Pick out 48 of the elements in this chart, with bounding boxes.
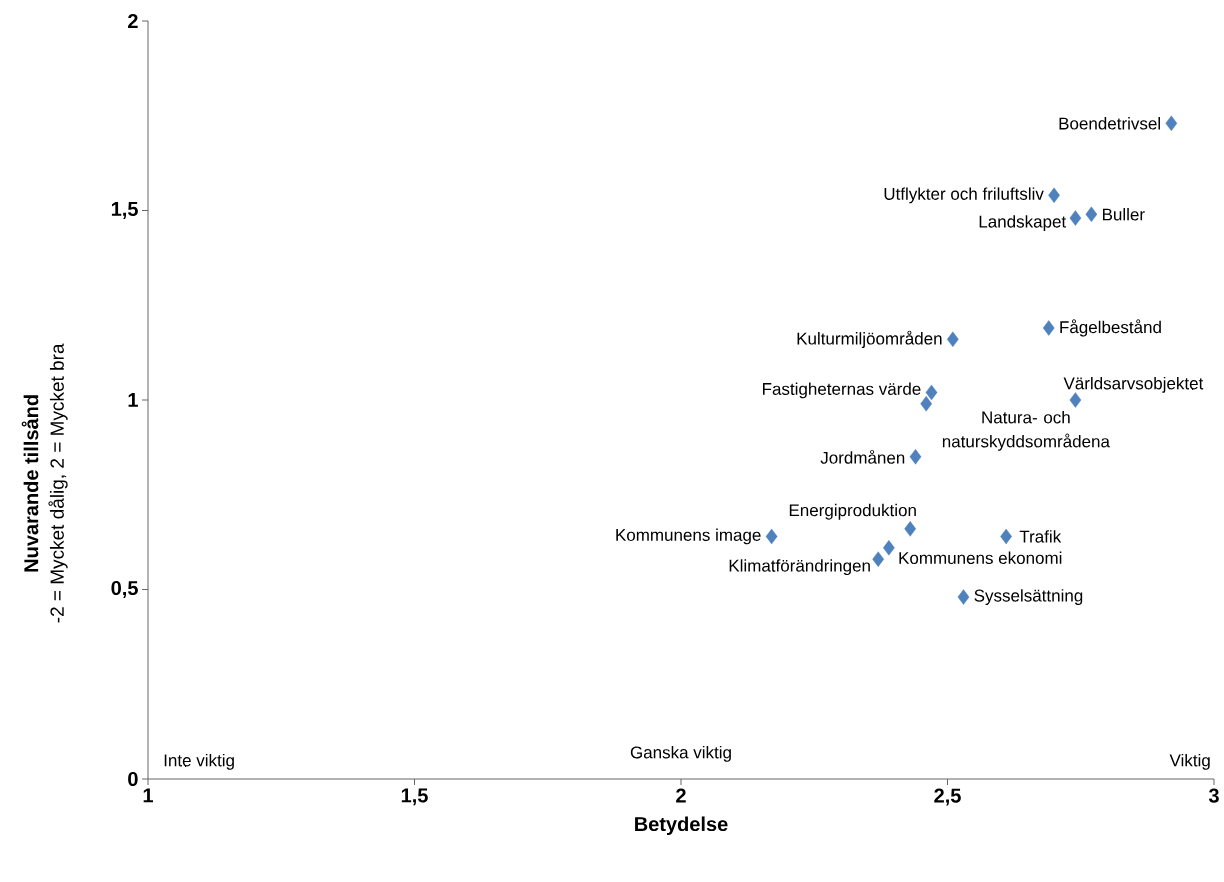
annotation: Buller — [1102, 208, 1145, 221]
annotation: Boendetrivsel — [1059, 117, 1160, 130]
y-axis-title: Nuvarande tillsånd — [21, 395, 39, 572]
annotation: Kommunens image — [616, 528, 761, 545]
point — [946, 331, 959, 348]
annotation: Fågelbestånd — [1060, 319, 1161, 337]
annotation: Viktig — [1169, 753, 1210, 770]
point — [1165, 115, 1178, 132]
text: -2 = Mycket dålig, 2 = Mycket bra — [48, 343, 68, 623]
point — [1069, 392, 1082, 408]
x-tick-label: 1 — [143, 788, 154, 803]
point — [883, 540, 895, 556]
y-tick-label: 0 — [128, 771, 138, 787]
point — [925, 384, 938, 401]
annotation: Kommunens ekonomi — [899, 551, 1062, 565]
x-tick-label: 2,5 — [934, 788, 961, 806]
x-axis-title: Betydelse — [635, 816, 728, 836]
y-tick-label: 0,5 — [111, 580, 138, 599]
point — [765, 528, 778, 545]
y-tick-label: 2 — [128, 14, 138, 28]
annotation: Inte viktig — [164, 753, 234, 770]
point — [1085, 206, 1098, 222]
annotation: Trafik — [1019, 530, 1062, 543]
x-tick-label: 2 — [676, 788, 686, 803]
annotation: Fastigheternas värde — [763, 382, 921, 399]
annotation: Natura- och naturskyddsområdena — [942, 410, 1110, 451]
annotation: Jordmånen — [820, 449, 905, 464]
point — [1042, 320, 1055, 336]
annotation: Landskapet — [979, 215, 1067, 231]
point — [1048, 187, 1060, 204]
y-tick-label: 1,5 — [111, 202, 138, 219]
point — [920, 396, 932, 412]
annotation: Sysselsättning — [974, 589, 1083, 605]
point — [1069, 210, 1082, 226]
annotation: Kulturmiljöområden — [797, 330, 942, 348]
y-tick-label: 1 — [128, 393, 138, 407]
x-tick-label: 3 — [1208, 788, 1219, 803]
x-tick-label: 1,5 — [401, 788, 428, 806]
point — [909, 449, 922, 465]
annotation: Utflykter och friluftsliv — [884, 187, 1044, 204]
point — [872, 551, 885, 567]
annotation: Klimatförändringen — [729, 559, 870, 576]
annotation: Världsarvsobjektet — [1063, 376, 1204, 393]
point — [957, 589, 970, 605]
point — [1000, 528, 1012, 545]
point — [904, 521, 917, 537]
annotation: Energiproduktion — [789, 503, 916, 520]
annotation: Ganska viktig — [630, 745, 731, 762]
